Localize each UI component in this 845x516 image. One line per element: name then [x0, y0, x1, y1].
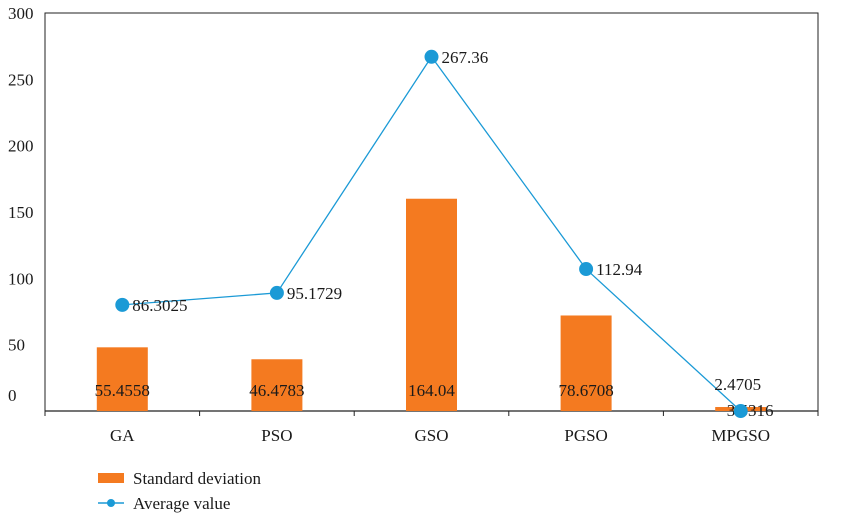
line-data-label: 112.94 — [596, 260, 643, 279]
y-tick-label: 0 — [8, 386, 17, 405]
y-tick-label: 300 — [8, 4, 34, 23]
x-tick-label: MPGSO — [711, 426, 770, 445]
point-average-value — [424, 49, 439, 64]
point-average-value — [733, 404, 748, 418]
bar-standard-deviation — [96, 347, 148, 411]
legend-swatch-standard-deviation — [98, 473, 124, 483]
point-average-value — [115, 297, 130, 312]
x-tick-label: GSO — [414, 426, 448, 445]
y-tick-label: 200 — [8, 137, 34, 156]
bar-standard-deviation — [251, 359, 303, 411]
legend-marker-average-value — [107, 499, 115, 507]
x-tick-label: PGSO — [564, 426, 607, 445]
bar-data-label: 164.04 — [408, 381, 455, 400]
point-average-value — [579, 262, 594, 277]
line-data-label: 95.1729 — [287, 284, 342, 303]
y-tick-label: 150 — [8, 203, 34, 222]
plot-area: 0 50 100 150 200 250 300 GA PSO GSO PGSO MPGSO 55.45… — [8, 4, 819, 445]
legend-label-standard-deviation: Standard deviation — [133, 469, 261, 488]
bar-standard-deviation — [406, 198, 457, 411]
bar-standard-deviation — [560, 315, 612, 411]
point-average-value — [269, 285, 284, 300]
x-tick-label: PSO — [261, 426, 292, 445]
bar-data-label: 78.6708 — [558, 381, 613, 400]
bar-data-label: 55.4558 — [95, 381, 150, 400]
legend: Standard deviation Average value — [98, 469, 261, 513]
y-tick-label: 100 — [8, 269, 34, 288]
x-tick-label: GA — [110, 426, 135, 445]
bar-data-label: 46.4783 — [249, 381, 304, 400]
legend-label-average-value: Average value — [133, 494, 230, 513]
line-data-label: 267.36 — [442, 48, 489, 67]
line-data-label: 2.4705 — [714, 375, 761, 394]
y-tick-label: 50 — [8, 336, 25, 355]
y-tick-label: 250 — [8, 70, 34, 89]
line-data-label: 86.3025 — [132, 296, 187, 315]
